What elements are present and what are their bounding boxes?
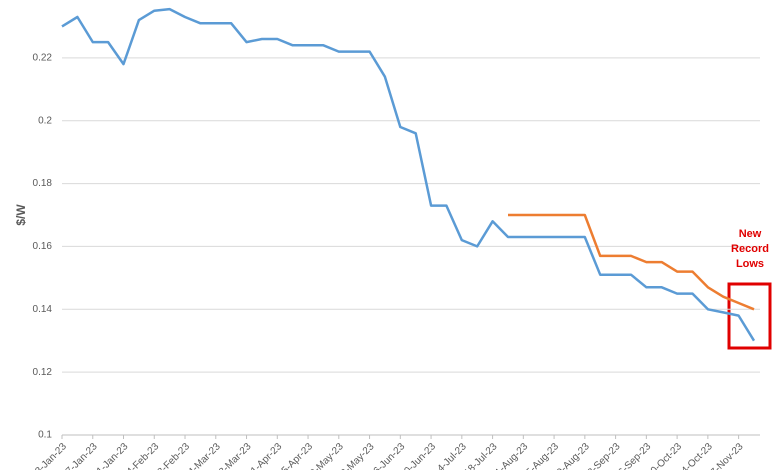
x-tick-label: 18-Jul-23 [462,441,500,470]
highlight-box [727,282,772,350]
x-tick-label: 31-Jan-23 [91,441,131,470]
x-tick-label: 6-Jun-23 [372,441,408,470]
x-tick-label: 14-Mar-23 [182,441,223,470]
y-axis-label: $/W [14,204,28,226]
x-tick-label: 11-Apr-23 [246,441,285,470]
x-tick-label: 17-Jan-23 [60,441,100,470]
x-tick-label: 14-Feb-23 [121,441,162,470]
x-tick-label: 25-Apr-23 [276,441,316,470]
y-tick-label: 0.2 [38,115,52,126]
y-tick-label: 0.18 [33,178,53,189]
y-tick-label: 0.22 [33,52,53,63]
y-tick-label: 0.14 [33,304,53,315]
line-series [61,7,756,342]
y-tick-label: 0.12 [33,367,53,378]
x-tick-label: 3-Jan-23 [33,441,69,470]
y-tick-label: 0.16 [33,241,53,252]
x-tick-label: 28-Feb-23 [152,441,193,470]
x-tick-label: 28-Mar-23 [213,441,254,470]
x-tick-label: 20-Jun-23 [398,441,438,470]
y-tick-label: 0.1 [38,430,52,441]
x-tick-label: 1-Aug-23 [493,441,530,470]
x-tick-label: 4-Jul-23 [435,441,469,470]
annotation: New Record Lows [731,228,769,270]
x-tick-label: 7-Nov-23 [709,441,746,470]
x-tick-label: 24-Oct-23 [676,441,716,470]
x-tick-label: 10-Oct-23 [645,441,685,470]
line-series [508,213,755,311]
x-tick-label: 9-May-23 [308,441,346,470]
